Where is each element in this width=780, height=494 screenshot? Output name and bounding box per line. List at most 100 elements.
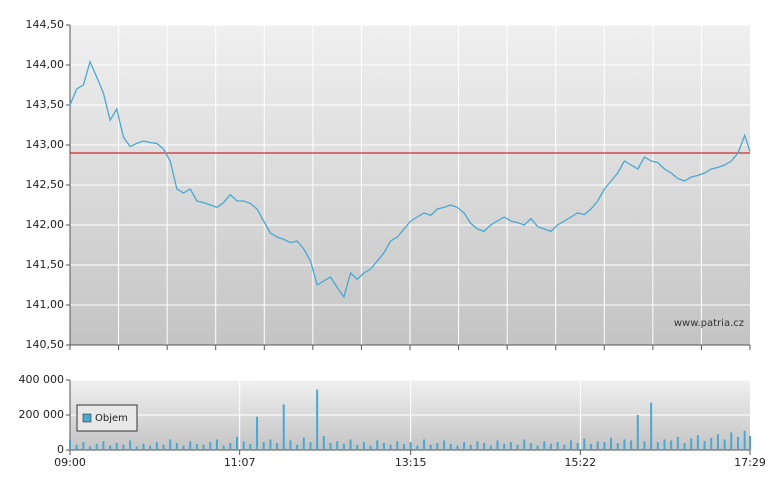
volume-bar [583, 438, 586, 450]
volume-bar [443, 440, 446, 450]
volume-bar [276, 443, 279, 450]
volume-bar [329, 443, 332, 450]
volume-bar [690, 438, 693, 450]
volume-bar [503, 443, 506, 450]
volume-bar [703, 441, 706, 450]
volume-bar [229, 443, 232, 450]
volume-bar [730, 432, 733, 450]
volume-bar [302, 437, 305, 450]
volume-bar [569, 440, 572, 450]
volume-bar [429, 444, 432, 450]
volume-bar [135, 446, 138, 450]
x-tick-label: 17:29 [734, 456, 766, 469]
volume-bar [175, 443, 178, 450]
volume-bar [402, 443, 405, 450]
volume-bar [536, 445, 539, 450]
volume-bar [95, 443, 98, 450]
volume-bar [656, 442, 659, 450]
volume-bar [309, 442, 312, 450]
x-tick-label: 13:15 [395, 456, 427, 469]
volume-bar [289, 440, 292, 450]
volume-bar [683, 443, 686, 450]
volume-bar [549, 443, 552, 450]
y-tick-label: 144,50 [26, 18, 65, 31]
volume-bar [89, 446, 92, 450]
volume-bar [670, 440, 673, 450]
y-tick-label: 0 [57, 443, 64, 456]
volume-bar [409, 442, 412, 450]
volume-bar [195, 443, 198, 450]
volume-bar [155, 442, 158, 450]
volume-bar [142, 443, 145, 450]
volume-bar [296, 444, 299, 450]
volume-bar [643, 441, 646, 450]
volume-bar [262, 442, 265, 450]
volume-bar [590, 443, 593, 450]
volume-bar [556, 442, 559, 450]
volume-bar [129, 440, 132, 450]
y-tick-label: 142,00 [26, 218, 65, 231]
y-tick-label: 144,00 [26, 58, 65, 71]
volume-bar [342, 443, 345, 450]
volume-bar [663, 439, 666, 450]
volume-bar [623, 439, 626, 450]
volume-bar [416, 445, 419, 450]
volume-bar [82, 442, 85, 450]
volume-bar [235, 436, 238, 450]
volume-bar [182, 445, 185, 450]
watermark: www.patria.cz [674, 318, 744, 329]
volume-bar [676, 436, 679, 450]
volume-bar [316, 389, 319, 450]
volume-bar [716, 434, 719, 450]
volume-bar [102, 441, 105, 450]
volume-bar [396, 441, 399, 450]
volume-bar [563, 444, 566, 450]
volume-bar [743, 430, 746, 450]
volume-bar [616, 443, 619, 450]
volume-bar [282, 404, 285, 450]
volume-bar [122, 444, 125, 450]
volume-bar [650, 402, 653, 450]
volume-bar [456, 445, 459, 450]
y-tick-label: 140,50 [26, 338, 65, 351]
volume-bar [349, 439, 352, 450]
volume-bar [423, 439, 426, 450]
volume-bar [189, 441, 192, 450]
volume-bar [336, 441, 339, 450]
volume-bar [169, 439, 172, 450]
volume-bar [202, 444, 205, 450]
volume-bar [516, 444, 519, 450]
volume-bar [463, 442, 466, 450]
volume-bar [449, 443, 452, 450]
volume-bar [382, 443, 385, 450]
volume-bar [483, 443, 486, 450]
volume-bar [476, 441, 479, 450]
volume-bar [469, 444, 472, 450]
volume-bar [723, 439, 726, 450]
volume-bar [736, 436, 739, 450]
volume-bar [576, 443, 579, 450]
price-line [69, 59, 751, 299]
volume-bar [523, 439, 526, 450]
legend-swatch [82, 413, 92, 423]
volume-bar [496, 440, 499, 450]
y-tick-label: 400 000 [19, 373, 65, 386]
y-tick-label: 143,00 [26, 138, 65, 151]
volume-bar [249, 443, 252, 450]
volume-bar [509, 442, 512, 450]
volume-bar [222, 445, 225, 450]
y-tick-label: 143,50 [26, 98, 65, 111]
volume-bar [215, 439, 218, 450]
volume-bar [529, 443, 532, 450]
x-tick-label: 11:07 [224, 456, 256, 469]
volume-bar [630, 440, 633, 450]
volume-bar [489, 445, 492, 450]
x-tick-label: 15:22 [564, 456, 596, 469]
volume-bar [369, 445, 372, 450]
volume-bar [269, 439, 272, 450]
volume-bar [162, 444, 165, 450]
volume-bar [696, 435, 699, 450]
volume-bar [436, 443, 439, 450]
legend: Objem [76, 404, 138, 432]
volume-bar [636, 415, 639, 450]
